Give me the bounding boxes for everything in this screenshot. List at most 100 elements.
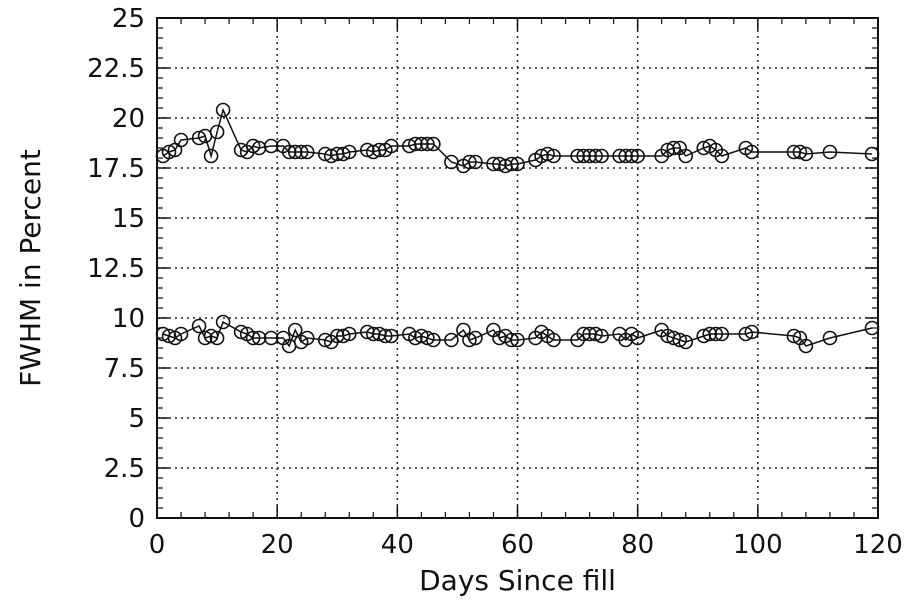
series-2-point: [510, 332, 525, 348]
series-2-point: [191, 318, 207, 334]
series-1-point: [173, 132, 189, 148]
series-1-point: [594, 148, 609, 164]
series-2-point: [822, 330, 838, 346]
series-1-point: [666, 140, 682, 156]
series-1-point: [317, 146, 333, 162]
series-1-point: [576, 148, 591, 164]
series-1-point: [420, 136, 435, 152]
series-2-point: [215, 314, 231, 330]
series-2-point: [426, 332, 441, 348]
series-1-point: [384, 138, 399, 154]
series-2-point: [203, 328, 219, 344]
series-2-point: [468, 330, 483, 346]
series-1-point: [414, 136, 429, 152]
y-tick-label: 25: [112, 4, 145, 34]
y-tick-label: 22.5: [87, 54, 145, 84]
series-1-point: [245, 138, 261, 154]
series-2-point: [576, 326, 591, 342]
x-tick-label: 0: [149, 530, 166, 560]
series-2-point: [378, 328, 393, 344]
x-tick-label: 80: [621, 530, 654, 560]
series-1-point: [492, 156, 507, 172]
series-1-point: [215, 102, 231, 118]
series-1-point: [630, 148, 645, 164]
series-1-point: [504, 156, 519, 172]
series-2-point: [630, 330, 645, 346]
y-tick-label: 0: [128, 504, 145, 534]
series-1-point: [359, 142, 375, 158]
series-2-point: [708, 326, 724, 342]
series-1-point: [341, 144, 357, 160]
series-1-point: [612, 148, 627, 164]
plot-frame: [156, 17, 879, 519]
series-2-point: [245, 330, 261, 346]
series-1-point: [678, 148, 694, 164]
series-2-point: [546, 332, 561, 348]
series-1-point: [468, 154, 483, 170]
series-2-point: [341, 326, 357, 342]
series-1-point: [462, 154, 477, 170]
series-2-point: [672, 332, 688, 348]
series-1-point: [546, 148, 561, 164]
series-2-point: [408, 330, 423, 346]
y-tick-label: 10: [112, 304, 145, 334]
series-1-point: [408, 136, 423, 152]
series-1-point: [792, 144, 808, 160]
y-tick-label: 7.5: [104, 354, 145, 384]
grid-lines: [157, 18, 878, 518]
series-2-point: [287, 322, 303, 338]
data-series: [155, 102, 880, 354]
series-2-point: [588, 326, 603, 342]
y-tick-label: 17.5: [87, 154, 145, 184]
series-1-point: [510, 156, 525, 172]
y-axis-title: FWHM in Percent: [14, 149, 47, 387]
y-tick-label: 12.5: [87, 254, 145, 284]
series-2-point: [420, 330, 435, 346]
series-1-point: [540, 146, 555, 162]
series-2-point: [702, 326, 718, 342]
series-2-point: [504, 332, 519, 348]
series-2-point: [209, 330, 225, 346]
series-2-point: [197, 330, 213, 346]
series-1-point: [588, 148, 603, 164]
series-1-point: [191, 130, 207, 146]
series-2-point: [263, 330, 279, 346]
series-1-point: [287, 144, 303, 160]
series-2: [155, 314, 880, 354]
x-tick-label: 20: [261, 530, 294, 560]
series-1-point: [822, 144, 838, 160]
series-2-point: [444, 332, 459, 348]
series-1-point: [534, 148, 549, 164]
y-tick-label: 20: [112, 104, 145, 134]
series-2-point: [744, 324, 760, 340]
y-tick-label: 2.5: [104, 454, 145, 484]
series-1-point: [618, 148, 633, 164]
series-2-point: [173, 326, 189, 342]
series-1-point: [161, 144, 177, 160]
series-1-point: [299, 144, 315, 160]
series-1-point: [624, 148, 639, 164]
series-1-point: [798, 146, 814, 162]
x-tick-label: 120: [853, 530, 903, 560]
y-tick-label: 15: [112, 204, 145, 234]
series-1-point: [281, 144, 297, 160]
series-1-point: [293, 144, 309, 160]
y-tick-label: 5: [128, 404, 145, 434]
series-1: [155, 102, 880, 174]
series-1-point: [582, 148, 597, 164]
series-1-point: [426, 136, 441, 152]
series-2-point: [594, 328, 609, 344]
x-axis-title: Days Since fill: [419, 564, 616, 597]
series-1-point: [203, 148, 219, 164]
x-tick-label: 100: [733, 530, 783, 560]
series-1-point: [263, 138, 279, 154]
series-2-point: [251, 330, 267, 346]
series-2-point: [738, 326, 754, 342]
series-2-point: [786, 328, 802, 344]
series-2-point: [233, 324, 249, 340]
series-2-point: [714, 326, 730, 342]
series-1-point: [714, 148, 730, 164]
series-2-point: [335, 328, 351, 344]
x-tick-label: 60: [501, 530, 534, 560]
series-2-point: [462, 332, 477, 348]
